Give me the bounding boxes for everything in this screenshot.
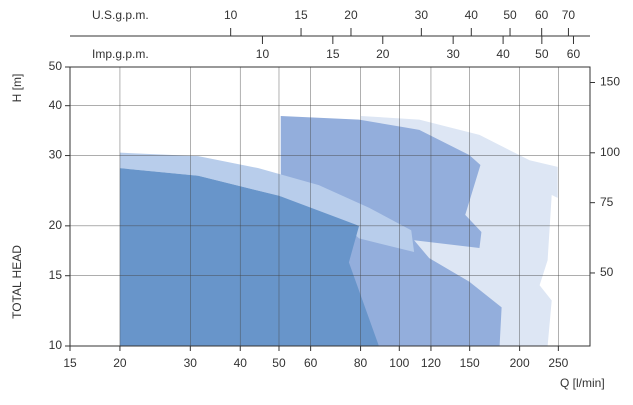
top-axis-tick-label: 40 <box>496 47 510 61</box>
top-axis-tick-label: 10 <box>224 8 238 22</box>
y-axis-label: TOTAL HEAD <box>10 245 24 319</box>
area <box>119 152 415 252</box>
x-tick-label: 20 <box>113 356 127 370</box>
top-axis-tick-label: 60 <box>535 8 549 22</box>
x-tick-label: 120 <box>421 356 441 370</box>
top-axis-tick-label: 30 <box>415 8 429 22</box>
y2-tick-label: 150 <box>600 75 620 89</box>
y-tick-label: 30 <box>49 148 63 162</box>
top-axis-label: Imp.g.p.m. <box>92 47 149 61</box>
top-axis-tick-label: 50 <box>535 47 549 61</box>
y-tick-label: 50 <box>49 59 63 73</box>
x-tick-label: 250 <box>548 356 568 370</box>
x-tick-label: 150 <box>460 356 480 370</box>
x-tick-label: 60 <box>304 356 318 370</box>
top-axis-tick-label: 30 <box>446 47 460 61</box>
top-axis-tick-label: 50 <box>503 8 517 22</box>
x-tick-label: 40 <box>234 356 248 370</box>
x-tick-label: 15 <box>63 356 77 370</box>
y2-tick-label: 100 <box>600 145 620 159</box>
y2-tick-label: 50 <box>600 265 614 279</box>
y-axis-label: H [m] <box>10 74 24 103</box>
x-tick-label: 50 <box>272 356 286 370</box>
x-tick-label: 200 <box>510 356 530 370</box>
top-axis-label: U.S.g.p.m. <box>92 8 149 22</box>
x-tick-label: 80 <box>354 356 368 370</box>
x-tick-label: 30 <box>184 356 198 370</box>
x-tick-label: 100 <box>389 356 409 370</box>
y-tick-label: 10 <box>49 338 63 352</box>
y-tick-label: 40 <box>49 98 63 112</box>
area <box>119 168 379 346</box>
y-tick-label: 20 <box>49 218 63 232</box>
x-axis-label: Q [l/min] <box>560 376 605 390</box>
top-axis-tick-label: 40 <box>465 8 479 22</box>
series-layer <box>119 115 558 346</box>
top-axis-tick-label: 20 <box>376 47 390 61</box>
plot-frame <box>69 66 591 347</box>
y-tick-label: 15 <box>49 268 63 282</box>
top-axis-tick-label: 15 <box>294 8 308 22</box>
top-axis-tick-label: 15 <box>326 47 340 61</box>
top-axis-tick-label: 10 <box>256 47 270 61</box>
top-axis-tick-label: 20 <box>344 8 358 22</box>
top-axis-tick-label: 60 <box>567 47 581 61</box>
y2-tick-label: 75 <box>600 195 614 209</box>
top-axis-tick-label: 70 <box>562 8 576 22</box>
